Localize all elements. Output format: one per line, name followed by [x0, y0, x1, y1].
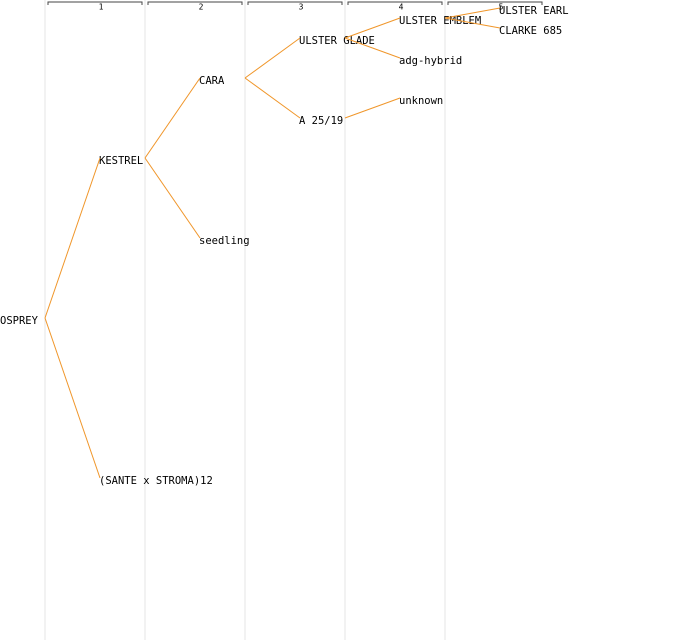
connector [344, 37, 401, 59]
column-bracket [247, 1, 343, 5]
node-label: CARA [199, 75, 225, 87]
connector [144, 157, 201, 239]
node-label: seedling [199, 235, 250, 247]
column-bracket [47, 1, 143, 5]
node-label: ULSTER GLADE [299, 35, 375, 47]
column-header: 4 [399, 3, 404, 12]
connector [344, 17, 401, 39]
column-bracket [447, 1, 543, 5]
connector [444, 17, 501, 29]
connector [44, 157, 101, 319]
connector [44, 317, 101, 479]
node-label: OSPREY [0, 315, 39, 327]
node-label: adg-hybrid [399, 55, 462, 67]
column-header: 2 [199, 3, 204, 12]
node-label: ULSTER EARL [499, 5, 569, 17]
node-label: A 25/19 [299, 115, 343, 127]
node-label: (SANTE x STROMA)12 [99, 475, 213, 487]
connector [244, 37, 301, 79]
node-label: ULSTER EMBLEM [399, 15, 481, 27]
connector [144, 77, 201, 159]
column-bracket [347, 1, 443, 5]
column-header: 5 [499, 3, 504, 12]
column-header: 3 [299, 3, 304, 12]
column-header: 1 [99, 3, 104, 12]
connector [344, 97, 401, 119]
node-label: CLARKE 685 [499, 25, 562, 37]
node-label: unknown [399, 95, 443, 107]
connector [244, 77, 301, 119]
column-bracket [147, 1, 243, 5]
connector [444, 7, 501, 19]
node-label: KESTREL [99, 155, 143, 167]
